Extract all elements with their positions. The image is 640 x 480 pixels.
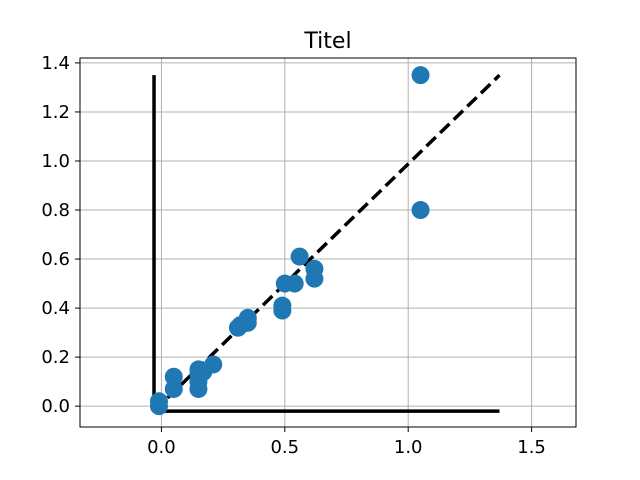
- x-axis-ticks: 0.0 0.5 1.0 1.5: [147, 427, 546, 458]
- grid-lines: [80, 58, 576, 427]
- y-tick-label: 0.2: [41, 347, 70, 368]
- data-points: [149, 66, 430, 416]
- y-tick-label: 1.4: [41, 53, 70, 74]
- data-point: [149, 392, 168, 411]
- y-tick-label: 0.6: [41, 249, 70, 270]
- data-point: [290, 247, 309, 266]
- x-tick-label: 0.0: [147, 437, 176, 458]
- x-tick-label: 1.0: [394, 437, 423, 458]
- data-point: [285, 274, 304, 293]
- reference-lines: [152, 73, 501, 413]
- y-tick-label: 0.0: [41, 396, 70, 417]
- data-point: [164, 367, 183, 386]
- x-tick-label: 0.5: [270, 437, 299, 458]
- y-tick-label: 0.8: [41, 200, 70, 221]
- data-point: [411, 66, 430, 85]
- y-tick-label: 1.2: [41, 102, 70, 123]
- data-point: [204, 355, 223, 374]
- y-axis-ticks: 0.0 0.2 0.4 0.6 0.8 1.0 1.2 1.4: [41, 53, 80, 417]
- data-point: [273, 296, 292, 315]
- y-tick-label: 1.0: [41, 151, 70, 172]
- chart-title: Titel: [303, 29, 351, 54]
- data-point: [411, 201, 430, 220]
- y-tick-label: 0.4: [41, 298, 70, 319]
- plot-frame: [79, 57, 577, 428]
- data-point: [238, 308, 257, 327]
- x-tick-label: 1.5: [517, 437, 546, 458]
- identity-line: [152, 73, 501, 413]
- data-point: [305, 259, 324, 278]
